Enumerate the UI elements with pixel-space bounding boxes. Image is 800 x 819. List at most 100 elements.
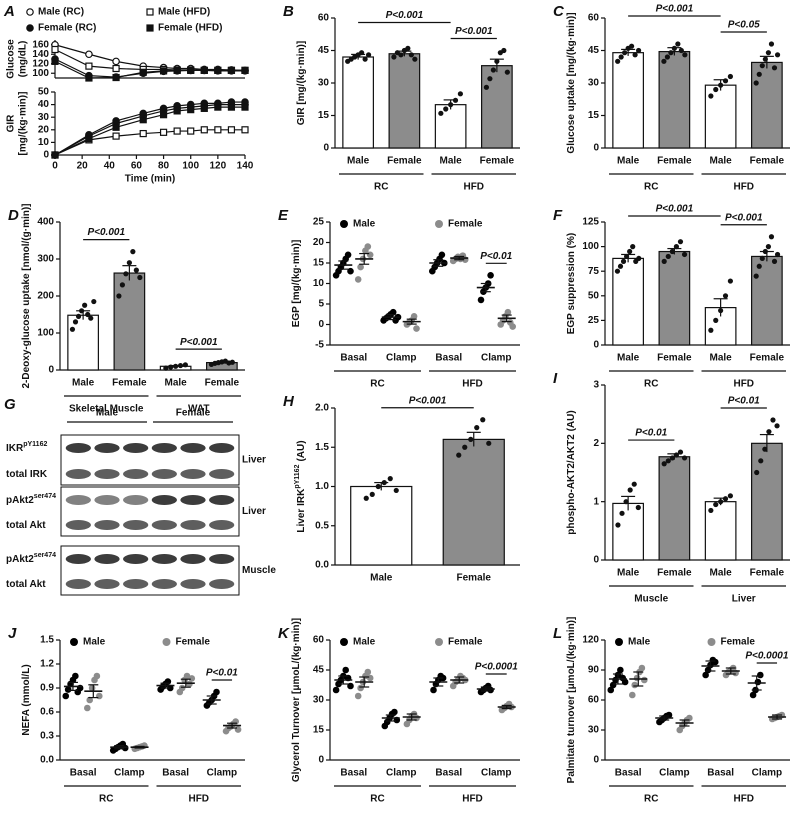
data-point <box>86 696 93 704</box>
data-point <box>398 52 404 58</box>
y-axis-label: Glycerol Turnover [μmoL/(kg·min)] <box>291 618 302 782</box>
y-tick-label: 0.0 <box>315 560 329 571</box>
y-axis-label: Liver IRKpY1162 (AU) <box>294 440 307 532</box>
bar <box>67 314 99 371</box>
marker <box>241 103 249 111</box>
blot-band <box>65 554 91 564</box>
y-tick-label: 120 <box>582 635 599 646</box>
data-point <box>635 47 642 54</box>
blot-band <box>180 579 206 589</box>
data-point <box>487 76 493 82</box>
panel-letter: I <box>553 370 558 387</box>
data-point <box>359 50 365 56</box>
data-point <box>669 248 675 255</box>
data-point <box>126 260 132 266</box>
marker <box>187 127 195 135</box>
data-point <box>727 73 733 80</box>
y-tick-label: 300 <box>37 254 54 265</box>
y-tick-label: 400 <box>37 217 54 228</box>
y-tick-label: 120 <box>32 58 49 69</box>
blot-row-name: total Akt <box>6 520 46 531</box>
marker <box>112 132 120 140</box>
data-point <box>677 239 684 245</box>
bar <box>658 456 691 561</box>
data-point <box>133 267 139 273</box>
legend-label: Male <box>353 219 376 230</box>
data-point <box>727 493 733 499</box>
data-point <box>234 726 242 733</box>
bar <box>481 65 513 149</box>
x-tick-label: Basal <box>615 768 642 779</box>
data-point <box>501 47 507 54</box>
x-tick-label: 60 <box>131 161 143 172</box>
data-point <box>704 666 712 674</box>
blot-row-label: pAkt2ser474 <box>6 493 56 506</box>
y-tick-label: 60 <box>588 695 600 706</box>
y-axis-label: Glucose uptake [mg/(kg·min)] <box>566 12 577 153</box>
y-axis-label: (mg/dL) <box>18 41 29 78</box>
y-axis-label-main: EGP suppression (%) <box>566 233 577 335</box>
panel-letter: B <box>283 3 294 20</box>
y-axis-label-main: phospho-AKT2/AKT2 (AU) <box>566 410 577 534</box>
bar <box>751 442 783 561</box>
bar <box>612 502 644 561</box>
data-point <box>718 82 724 88</box>
y-axis-label: EGP suppression (%) <box>566 233 577 335</box>
x-tick-label: 80 <box>158 161 170 172</box>
data-point <box>765 244 772 250</box>
blot-band <box>151 520 177 530</box>
y-tick-label: 30 <box>38 112 50 123</box>
y-tick-label: 60 <box>588 13 600 24</box>
blot-row-label: IKRpY1162 <box>6 441 47 454</box>
blot-row-name: total IRK <box>6 469 48 480</box>
blot-row-label: total Akt <box>6 579 46 590</box>
blot-band <box>65 579 91 589</box>
data-point <box>765 50 772 56</box>
data-point <box>675 41 681 47</box>
y-tick-label: 25 <box>313 217 325 228</box>
significance-label: P<0.01 <box>635 428 667 439</box>
legend-marker <box>146 8 154 16</box>
data-point <box>629 691 636 699</box>
x-axis-label: Time (min) <box>125 174 175 185</box>
y-tick-label: 0.9 <box>40 683 54 694</box>
bar <box>704 84 737 149</box>
data-point <box>91 298 97 305</box>
data-point <box>483 84 490 90</box>
y-tick-label: 60 <box>318 13 330 24</box>
group-label: RC <box>644 794 658 805</box>
y-axis-label: [mg/(kg·min)] <box>18 92 29 156</box>
marker <box>173 107 181 115</box>
data-point <box>614 268 621 274</box>
data-point <box>494 58 500 64</box>
blot-row-sup: ser474 <box>34 493 56 500</box>
data-point <box>480 417 486 423</box>
data-point <box>504 69 510 75</box>
y-tick-label: 1.2 <box>40 659 54 670</box>
y-tick-label: 0 <box>593 755 599 766</box>
y-axis-label-main: 2-Deoxy-glucose uptake [nmol/(g·min)] <box>21 203 32 388</box>
blot-row-label: total IRK <box>6 469 48 480</box>
group-label: Skeletal Muscle <box>69 404 144 415</box>
significance-label: P<0.05 <box>728 20 760 31</box>
legend-label: Male (RC) <box>38 7 84 18</box>
marker <box>51 45 59 54</box>
x-tick-label: Female <box>657 156 692 167</box>
y-tick-label: 1.0 <box>315 481 329 492</box>
data-point <box>504 308 512 316</box>
data-point <box>621 678 629 686</box>
x-tick-label: Clamp <box>114 768 145 779</box>
data-point <box>617 666 624 674</box>
data-point <box>727 278 733 284</box>
marker <box>112 64 120 73</box>
x-tick-label: Female <box>750 353 785 364</box>
data-point <box>753 80 759 86</box>
data-point <box>229 359 235 365</box>
data-point <box>177 362 184 369</box>
group-label: RC <box>644 182 658 193</box>
blot-band <box>209 520 235 530</box>
y-tick-label: 200 <box>37 291 54 302</box>
marker <box>159 67 168 75</box>
y-tick-label: 0 <box>593 340 599 351</box>
data-point <box>232 718 239 725</box>
